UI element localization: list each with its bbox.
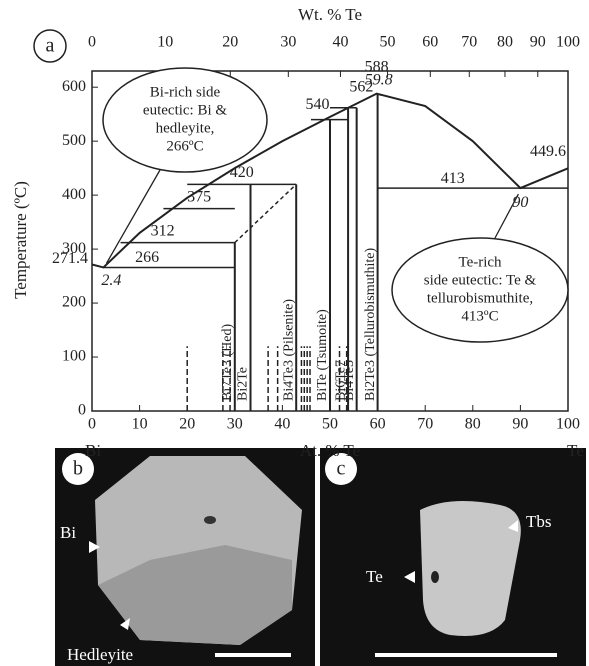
photo-c: c Te Tbs — [320, 448, 586, 666]
x2-tick-label: 30 — [280, 34, 296, 51]
x-tick-label: 60 — [370, 416, 386, 433]
x2-tick-label: 40 — [332, 34, 348, 51]
x2-tick-label: 60 — [422, 34, 438, 51]
y-tick-label: 100 — [62, 348, 86, 365]
x2-tick-label: 0 — [88, 34, 96, 51]
photo-b: b Bi Hedleyite — [55, 448, 315, 666]
point-label: 271.4 — [52, 250, 88, 267]
panel-label: b — [73, 458, 83, 480]
callout-text: Bi-rich side — [150, 84, 221, 100]
x-tick-label: 10 — [132, 416, 148, 433]
compound-label: Bi4Te3 (Pilsenite) — [281, 299, 296, 401]
compound-label: Bi2Te3 (Tellurobismuthite) — [363, 247, 378, 401]
y-tick-label: 0 — [78, 402, 86, 419]
callout-text: tellurobismuthite, — [427, 290, 533, 306]
photo-label: Bi — [60, 523, 76, 542]
callout-text: hedleyite, — [156, 120, 215, 136]
x2-axis-title: Wt. % Te — [298, 5, 362, 24]
x-tick-label: 50 — [322, 416, 338, 433]
callout-text: eutectic: Bi & — [143, 102, 227, 118]
isotherm-label: 413 — [441, 170, 465, 187]
point-label: 2.4 — [101, 272, 121, 289]
x-end-label: Te — [567, 441, 584, 460]
x-end-label: Bi — [85, 441, 101, 460]
x-tick-label: 100 — [556, 416, 580, 433]
isotherm-label: 540 — [306, 96, 330, 113]
solvus — [235, 184, 296, 242]
compound-label: Bi2Te — [236, 367, 251, 401]
x2-tick-label: 50 — [380, 34, 396, 51]
photo-label: Te — [366, 567, 383, 586]
compound-label: BiTe (Tsumoite) — [315, 309, 330, 401]
x2-tick-label: 20 — [222, 34, 238, 51]
callout-text: 266ºC — [166, 138, 203, 154]
y-tick-label: 400 — [62, 186, 86, 203]
x2-tick-label: 100 — [556, 34, 580, 51]
callout-text: Te-rich — [458, 254, 502, 270]
x2-tick-label: 70 — [461, 34, 477, 51]
x2-tick-label: 90 — [530, 34, 546, 51]
x-tick-label: 80 — [465, 416, 481, 433]
isotherm-label: 420 — [230, 164, 254, 181]
photo-label: Hedleyite — [67, 645, 133, 664]
phase-diagram: 0 10 20 30 40 50 60 70 80 90 100 0 10 20 30 40 50 60 70 80 9… — [11, 5, 584, 460]
panel-label: a — [46, 35, 55, 57]
compound-label: Bi4Te5 — [342, 360, 357, 401]
isotherm-label: 562 — [349, 78, 373, 95]
isotherm-label: 266 — [135, 249, 159, 266]
x2-tick-label: 10 — [157, 34, 173, 51]
isotherm-label: 312 — [151, 222, 175, 239]
callout-arrow — [495, 194, 518, 238]
y-tick-label: 200 — [62, 294, 86, 311]
y-axis-title: Temperature (ºC) — [11, 181, 30, 299]
panel-label: c — [337, 458, 346, 480]
callout-text: side eutectic: Te & — [424, 272, 537, 288]
x-tick-label: 70 — [417, 416, 433, 433]
figure: b Bi Hedleyite c Te Tbs 0 10 20 30 40 50 60 70 8… — [0, 0, 589, 666]
x-axis-title: At. % Te — [300, 441, 360, 460]
y-tick-label: 600 — [62, 78, 86, 95]
photo-label: Tbs — [526, 512, 552, 531]
x-tick-label: 30 — [227, 416, 243, 433]
callout-text: 413ºC — [461, 308, 498, 324]
x-tick-label: 90 — [512, 416, 528, 433]
x-tick-label: 0 — [88, 416, 96, 433]
x-tick-label: 20 — [179, 416, 195, 433]
x2-tick-label: 80 — [497, 34, 513, 51]
point-label: 449.6 — [530, 143, 566, 160]
x-tick-label: 40 — [274, 416, 290, 433]
point-label: 90 — [512, 194, 528, 211]
y-tick-label: 500 — [62, 132, 86, 149]
isotherm-label: 375 — [187, 188, 211, 205]
